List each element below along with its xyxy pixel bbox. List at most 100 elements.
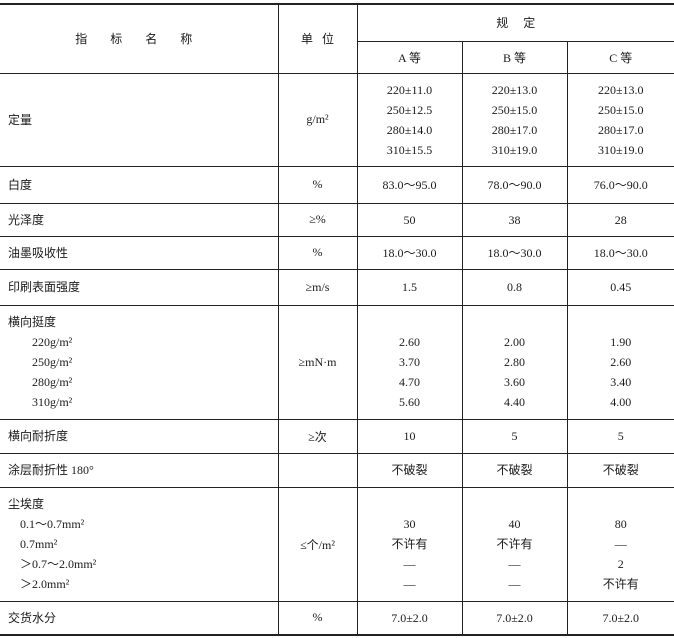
indicator-name: 横向挺度 220g/m² 250g/m² 280g/m² 310g/m² (0, 304, 279, 420)
grade-c-value-line: 280±17.0 (597, 122, 644, 137)
grade-a-value-line: 3.70 (399, 355, 420, 369)
grade-c-value-line: 76.0～90.0 (593, 177, 648, 192)
unit: % (277, 235, 358, 270)
indicator-name: 油墨吸收性 (0, 235, 279, 270)
grade-a-value-line: 250±12.5 (386, 102, 433, 117)
indicator-name-line: 定量 (8, 112, 33, 127)
grade-c-value-line: 18.0～30.0 (593, 245, 648, 260)
grade-a-value: 220±11.0 250±12.5 280±14.0 310±15.5 (356, 72, 463, 167)
indicator-name-line: 尘埃度 (8, 497, 45, 511)
table-row: 白度% 83.0～95.0 78.0～90.0 76.0～90.0 (0, 165, 674, 204)
grade-b-value: 7.0±2.0 (461, 600, 568, 636)
indicator-name-line: 0.1～0.7mm² (20, 517, 85, 531)
table-row: 横向耐折度 ≥次 10 5 5 (0, 418, 674, 454)
grade-a-value-line: 5.60 (399, 395, 420, 409)
grade-c-value-line: 1.90 (610, 335, 632, 349)
header-indicator-name: 指 标 名 称 (0, 3, 279, 74)
grade-a-value-line: 1.5 (402, 280, 417, 294)
grade-b-value-line: 40 (508, 517, 521, 531)
indicator-name-line: 250g/m² (32, 355, 73, 369)
unit: % (277, 165, 358, 204)
grade-c-value: 1.90 2.60 3.40 4.00 (566, 304, 674, 420)
grade-b-value-line: 18.0～30.0 (487, 245, 542, 260)
grade-a-value: 2.60 3.70 4.70 5.60 (356, 304, 463, 420)
indicator-name-line: ＞2.0mm² (20, 577, 70, 591)
indicator-name-line: ＞0.7～2.0mm² (20, 557, 97, 571)
grade-a-value: 7.0±2.0 (356, 600, 463, 636)
grade-b-value: 2.00 2.80 3.60 4.40 (461, 304, 568, 420)
grade-a-value-line: 18.0～30.0 (382, 245, 437, 260)
grade-a-value-line: 7.0±2.0 (391, 610, 428, 625)
grade-c-value-line: 5 (617, 429, 624, 443)
indicator-name-line: 交货水分 (8, 610, 57, 625)
grade-c-value: 80 — 2 不许有 (566, 486, 674, 602)
grade-b-value-line: — (508, 577, 521, 591)
grade-b-value-line: 310±19.0 (491, 142, 538, 157)
grade-b-value: 220±13.0 250±15.0 280±17.0 310±19.0 (461, 72, 568, 167)
grade-c-value: 220±13.0 250±15.0 280±17.0 310±19.0 (566, 72, 674, 167)
table-row: 光泽度 ≥% 50 38 28 (0, 202, 674, 237)
grade-c-value-line: 250±15.0 (597, 102, 644, 117)
grade-b-value: 不破裂 (461, 452, 568, 488)
unit (277, 452, 358, 488)
grade-c-value-line: — (614, 537, 627, 551)
indicator-name: 白度 (0, 165, 279, 204)
grade-a-value: 83.0～95.0 (356, 165, 463, 204)
table-row: 定量 g/m² 220±11.0 250±12.5 280±14.0 310±15.5 22… (0, 72, 674, 167)
indicator-name: 涂层耐折性 180° (0, 452, 279, 488)
indicator-name-line: 0.7mm² (20, 537, 58, 551)
grade-b-value-line: 7.0±2.0 (496, 610, 533, 625)
grade-c-value-line: 7.0±2.0 (602, 610, 640, 625)
header-grade-a: A 等 (357, 40, 463, 74)
grade-c-value-line: 不许有 (602, 577, 639, 591)
indicator-name: 印刷表面强度 (0, 268, 279, 306)
grade-a-value: 10 (356, 418, 463, 454)
grade-c-value-line: 4.00 (610, 395, 632, 409)
indicator-name: 交货水分 (0, 600, 279, 636)
indicator-name-line: 印刷表面强度 (8, 280, 81, 294)
indicator-name-line: 280g/m² (32, 375, 73, 389)
indicator-name: 定量 (0, 72, 279, 167)
grade-a-value-line: — (403, 557, 416, 571)
grade-a-value-line: 310±15.5 (386, 142, 433, 157)
grade-b-value-line: 280±17.0 (491, 122, 538, 137)
grade-b-value-line: 不许有 (496, 537, 533, 551)
table-row: 油墨吸收性% 18.0～30.0 18.0～30.0 18.0～30.0 (0, 235, 674, 270)
grade-c-value: 28 (566, 202, 674, 237)
grade-a-value: 18.0～30.0 (356, 235, 463, 270)
grade-c-value: 76.0～90.0 (566, 165, 674, 204)
table-row: 尘埃度 0.1～0.7mm² 0.7mm² ＞0.7～2.0mm² ＞2.0mm² ≤个/… (0, 486, 674, 602)
table-row: 横向挺度 220g/m² 250g/m² 280g/m² 310g/m² ≥mN·m 2.6… (0, 304, 674, 420)
indicator-name-line: 310g/m² (32, 395, 73, 409)
indicator-name-line: 220g/m² (32, 335, 73, 349)
grade-c-value-line: 3.40 (610, 375, 632, 389)
indicator-name-line: 油墨吸收性 (8, 245, 69, 260)
indicator-name-line: 横向耐折度 (8, 429, 69, 443)
table-row: 涂层耐折性 180° 不破裂 不破裂 不破裂 (0, 452, 674, 488)
grade-c-value: 5 (566, 418, 674, 454)
grade-c-value: 不破裂 (566, 452, 674, 488)
grade-b-value-line: 250±15.0 (491, 102, 538, 117)
grade-b-value-line: 2.00 (504, 335, 525, 349)
grade-b-value-line: 4.40 (504, 395, 525, 409)
grade-a-value-line: 280±14.0 (386, 122, 433, 137)
grade-a-value-line: 83.0～95.0 (382, 177, 437, 192)
grade-a-value-line: 50 (403, 212, 416, 227)
unit: ≥mN·m (277, 304, 358, 420)
grade-a-value-line: 不破裂 (391, 463, 428, 477)
grade-c-value: 7.0±2.0 (566, 600, 674, 636)
table-row: 印刷表面强度 ≥m/s 1.5 0.8 0.45 (0, 268, 674, 306)
grade-a-value: 不破裂 (356, 452, 463, 488)
indicator-name-line: 涂层耐折性 180° (8, 463, 94, 477)
grade-b-value: 38 (461, 202, 568, 237)
indicator-name-line: 白度 (8, 177, 33, 192)
header-grade-c: C 等 (566, 40, 674, 74)
indicator-name-line: 光泽度 (8, 212, 45, 227)
grade-c-value-line: 2.60 (610, 355, 632, 369)
unit: % (277, 600, 358, 636)
unit: g/m² (277, 72, 358, 167)
unit: ≥次 (277, 418, 358, 454)
grade-a-value-line: 220±11.0 (386, 82, 433, 97)
grade-b-value-line: 78.0～90.0 (487, 177, 542, 192)
grade-a-value-line: 2.60 (399, 335, 420, 349)
